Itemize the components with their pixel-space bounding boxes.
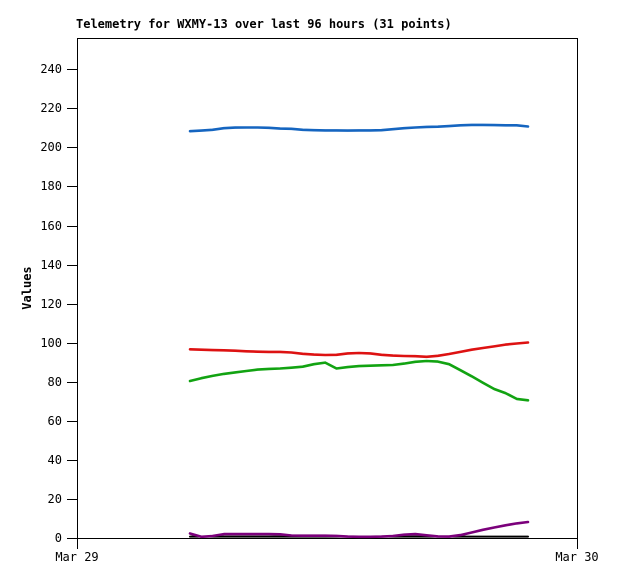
y-tick-label: 240 [40, 62, 62, 76]
y-tick-label: 60 [47, 414, 62, 428]
chart-title: Telemetry for WXMY-13 over last 96 hours… [76, 17, 452, 31]
y-tick-label: 160 [40, 219, 62, 233]
series-line-green [188, 359, 530, 402]
x-tick-label: Mar 29 [55, 550, 99, 564]
y-tick-label: 100 [40, 336, 62, 350]
y-tick-label: 220 [40, 101, 62, 115]
y-tick-label: 140 [40, 258, 62, 272]
series-line-blue [188, 123, 530, 133]
series-line-red [188, 341, 530, 359]
x-tick-label: Mar 30 [555, 550, 599, 564]
y-tick-label: 200 [40, 140, 62, 154]
series-line-purple [188, 520, 530, 539]
y-tick-label: 120 [40, 297, 62, 311]
y-tick-label: 20 [47, 492, 62, 506]
plot-border [77, 38, 578, 539]
y-tick-label: 180 [40, 179, 62, 193]
y-tick-label: 0 [54, 531, 62, 545]
y-tick-label: 40 [47, 453, 62, 467]
y-tick-label: 80 [47, 375, 62, 389]
